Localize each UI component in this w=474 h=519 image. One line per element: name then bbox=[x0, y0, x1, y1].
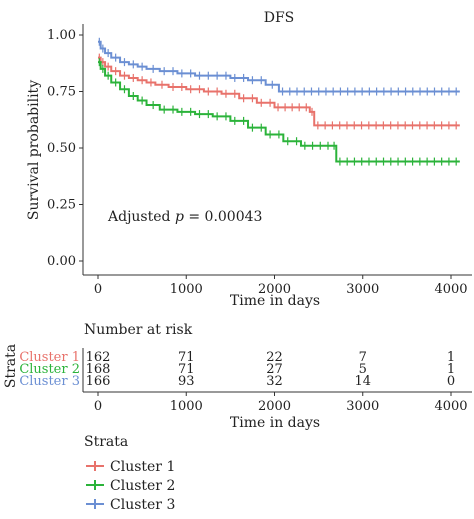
risk-count: 7 bbox=[359, 350, 367, 365]
y-tick-label: 0.00 bbox=[47, 254, 76, 269]
risk-row-label-cluster-2: Cluster 2 bbox=[19, 362, 80, 377]
x-tick-label: 4000 bbox=[434, 282, 467, 297]
legend-label-cluster-2: Cluster 2 bbox=[110, 478, 175, 494]
legend-item-cluster-3: Cluster 3 bbox=[86, 497, 175, 513]
x-axis: 0 1000 2000 3000 4000 bbox=[83, 274, 472, 297]
x-tick-label: 1000 bbox=[170, 282, 203, 297]
legend-label-cluster-3: Cluster 3 bbox=[110, 497, 175, 513]
risk-count: 1 bbox=[447, 362, 455, 377]
risk-count: 27 bbox=[266, 362, 283, 377]
risk-count: 0 bbox=[447, 374, 455, 389]
series-cluster-1 bbox=[98, 53, 460, 130]
y-tick-label: 0.50 bbox=[47, 141, 76, 156]
risk-table-title: Number at risk bbox=[84, 322, 193, 338]
p-value-symbol: p bbox=[175, 209, 184, 225]
risk-count: 168 bbox=[86, 362, 111, 377]
survival-curve-cluster-3 bbox=[98, 40, 460, 93]
survival-curve-cluster-2 bbox=[98, 61, 460, 163]
risk-row-label-cluster-3: Cluster 3 bbox=[19, 374, 80, 389]
risk-count: 162 bbox=[86, 350, 111, 365]
risk-count: 1 bbox=[447, 350, 455, 365]
x-axis-label: Time in days bbox=[230, 293, 320, 309]
risk-row-label-cluster-1: Cluster 1 bbox=[19, 350, 80, 365]
risk-count: 5 bbox=[359, 362, 367, 377]
y-axis: 0.00 0.25 0.50 0.75 1.00 bbox=[47, 24, 84, 275]
risk-count: 22 bbox=[266, 350, 283, 365]
series-cluster-2 bbox=[98, 58, 460, 166]
survival-curves bbox=[98, 37, 460, 166]
p-value-suffix: = 0.00043 bbox=[184, 209, 263, 225]
risk-table-xlabel: Time in days bbox=[230, 415, 320, 431]
risk-count: 14 bbox=[354, 374, 371, 389]
p-value-prefix: Adjusted bbox=[107, 209, 175, 225]
series-cluster-3 bbox=[98, 37, 460, 96]
y-axis-label: Survival probability bbox=[26, 80, 42, 220]
risk-count: 71 bbox=[178, 362, 195, 377]
x-tick-label: 3000 bbox=[346, 282, 379, 297]
legend-title: Strata bbox=[84, 434, 128, 450]
p-value-annotation: Adjusted p = 0.00043 bbox=[107, 209, 262, 225]
risk-x-tick-label: 2000 bbox=[258, 399, 291, 414]
legend: Cluster 1 Cluster 2 Cluster 3 bbox=[86, 459, 175, 513]
chart-title: DFS bbox=[264, 10, 295, 26]
x-tick-label: 2000 bbox=[258, 282, 291, 297]
legend-item-cluster-2: Cluster 2 bbox=[86, 478, 175, 494]
risk-count: 32 bbox=[266, 374, 283, 389]
risk-x-tick-label: 1000 bbox=[170, 399, 203, 414]
risk-count: 166 bbox=[86, 374, 111, 389]
x-tick-label: 0 bbox=[94, 282, 102, 297]
legend-label-cluster-1: Cluster 1 bbox=[110, 459, 175, 475]
y-tick-label: 0.75 bbox=[47, 85, 76, 100]
risk-x-tick-label: 0 bbox=[94, 399, 102, 414]
survival-curve-cluster-1 bbox=[98, 56, 460, 127]
risk-count: 93 bbox=[178, 374, 195, 389]
y-tick-label: 0.25 bbox=[47, 198, 76, 213]
y-tick-label: 1.00 bbox=[47, 28, 76, 43]
legend-item-cluster-1: Cluster 1 bbox=[86, 459, 175, 475]
risk-x-tick-label: 3000 bbox=[346, 399, 379, 414]
risk-count: 71 bbox=[178, 350, 195, 365]
risk-table-ylabel: Strata bbox=[3, 344, 19, 388]
risk-x-tick-label: 4000 bbox=[434, 399, 467, 414]
